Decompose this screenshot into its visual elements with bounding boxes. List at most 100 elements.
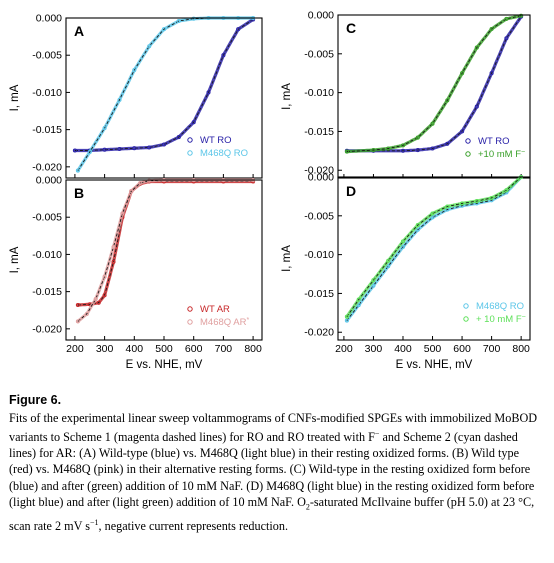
panel-C: 0.000 -0.005 -0.010 -0.015 -0.020 I, mA C WT RO… — [281, 10, 531, 179]
data-point-A-1-8 — [191, 16, 196, 21]
data-point-C-1-9 — [489, 26, 494, 32]
y-tick-label-D-0: 0.000 — [308, 172, 334, 184]
data-point-B-0-0 — [75, 302, 80, 308]
x-tick-label-B-3: 500 — [155, 343, 173, 355]
data-point-D-0-6 — [430, 215, 435, 220]
x-axis-label-D: E vs. NHE, mV — [396, 359, 473, 371]
y-tick-label-D-2: -0.010 — [304, 249, 334, 261]
x-tick-label-D-1: 300 — [365, 343, 383, 355]
data-point-C-1-1 — [371, 148, 376, 153]
y-tick-label-C-2: -0.010 — [304, 87, 334, 99]
data-point-D-1-6 — [430, 211, 435, 216]
panel-A: 0.000 -0.005 -0.010 -0.015 -0.020 I, mA A WT RO… — [9, 13, 263, 179]
legend-superscript-D-1: − — [522, 314, 526, 321]
x-tick-label-D-3: 500 — [424, 343, 442, 355]
caption-label: Figure 6. — [9, 393, 62, 407]
data-point-A-0-2 — [102, 147, 107, 152]
data-point-C-0-6 — [460, 129, 465, 134]
fit-dashed-line-C-0 — [346, 17, 521, 152]
data-point-A-1-6 — [161, 27, 167, 32]
legend-marker-D-1 — [463, 316, 469, 322]
data-point-A-0-5 — [147, 145, 152, 150]
y-tick-label-B-1: -0.005 — [32, 212, 62, 224]
data-point-D-1-5 — [415, 223, 420, 228]
legend-marker-D-0 — [463, 303, 469, 309]
caption-text-1: Fits of the experimental linear sweep vo… — [9, 411, 538, 445]
data-point-C-1-0 — [344, 149, 349, 154]
data-point-C-0-8 — [489, 71, 494, 76]
data-point-B-0-2 — [96, 300, 101, 305]
data-point-D-1-9 — [474, 199, 479, 204]
y-tick-label-C-0: 0.000 — [308, 10, 334, 22]
y-tick-label-C-3: -0.015 — [304, 126, 334, 138]
data-point-A-1-5 — [147, 44, 152, 49]
data-point-C-1-2 — [386, 146, 391, 151]
data-point-D-1-10 — [489, 195, 494, 201]
caption-sup-3: −1 — [90, 518, 99, 528]
legend-superscript-C-1: − — [521, 149, 525, 156]
legend-label-D-0: M468Q RO — [476, 301, 524, 312]
data-point-C-0-3 — [415, 148, 420, 153]
legend-marker-C-0 — [465, 138, 471, 144]
y-tick-label-B-3: -0.015 — [32, 286, 62, 298]
data-point-C-0-5 — [445, 141, 450, 146]
legend-label-B-1: M468Q AR* — [200, 317, 249, 328]
data-point-A-1-0 — [75, 168, 80, 173]
data-point-A-0-8 — [191, 120, 196, 125]
y-tick-label-A-2: -0.010 — [32, 87, 62, 99]
series-line-C-0 — [345, 15, 523, 153]
x-tick-label-B-1: 300 — [96, 343, 114, 355]
panel-letter-C: C — [346, 20, 356, 36]
data-point-D-0-2 — [371, 283, 376, 288]
data-point-C-1-3 — [400, 143, 406, 148]
y-axis-label-D: I, mA — [281, 245, 293, 272]
data-point-D-0-4 — [400, 244, 406, 249]
data-point-D-0-3 — [386, 264, 391, 269]
data-point-B-0-4 — [111, 259, 116, 264]
legend-label-A-0: WT RO — [200, 135, 232, 146]
data-point-B-1-4 — [111, 244, 116, 250]
data-point-C-1-7 — [460, 71, 465, 76]
data-point-B-1-5 — [120, 211, 125, 216]
data-point-A-0-7 — [176, 135, 181, 140]
y-axis-label-A: I, mA — [9, 84, 21, 111]
legend-marker-C-1 — [465, 151, 471, 157]
data-point-D-1-4 — [400, 239, 406, 244]
panel-letter-B: B — [74, 185, 84, 201]
data-point-D-1-0 — [344, 314, 349, 319]
fit-dashed-line-A-0 — [74, 19, 254, 151]
fit-dashed-line-B-0 — [77, 181, 253, 306]
y-tick-label-B-0: 0.000 — [36, 175, 62, 187]
panel-B: 0.000 -0.005 -0.010 -0.015 -0.020 200 300 400 50… — [9, 175, 263, 371]
data-point-C-1-4 — [415, 135, 420, 140]
series-line-D-0 — [345, 176, 523, 323]
data-point-D-0-0 — [344, 318, 349, 323]
data-point-D-1-1 — [356, 297, 361, 302]
data-point-A-0-0 — [72, 148, 77, 153]
data-point-B-1-1 — [84, 311, 89, 317]
data-point-C-0-2 — [400, 148, 406, 153]
series-line-C-1 — [345, 14, 523, 154]
data-point-D-0-5 — [415, 227, 420, 232]
data-point-B-1-3 — [102, 274, 107, 279]
legend-label-C-1: +10 mM F− — [478, 149, 525, 160]
data-point-B-1-7 — [138, 180, 143, 186]
data-point-C-0-4 — [430, 146, 435, 151]
data-point-B-1-0 — [75, 319, 80, 324]
data-point-A-1-2 — [102, 126, 107, 131]
y-tick-label-D-3: -0.015 — [304, 288, 334, 300]
data-point-A-1-3 — [117, 97, 122, 102]
data-point-B-1-6 — [129, 189, 134, 194]
y-tick-label-D-4: -0.020 — [304, 327, 334, 339]
data-point-A-0-4 — [132, 146, 137, 151]
plot-frame-B — [65, 179, 263, 341]
legend-label-C-0: WT RO — [478, 136, 510, 147]
data-point-C-0-7 — [474, 104, 479, 109]
panel-letter-D: D — [346, 183, 356, 199]
data-point-C-1-11 — [519, 13, 524, 18]
series-line-B-0 — [76, 179, 255, 307]
data-point-A-0-6 — [161, 142, 167, 147]
y-tick-label-A-1: -0.005 — [32, 50, 62, 62]
data-point-C-0-9 — [504, 36, 509, 41]
figure-6-voltammograms: 0.000 -0.005 -0.010 -0.015 -0.020 I, mA A WT RO… — [9, 10, 531, 371]
